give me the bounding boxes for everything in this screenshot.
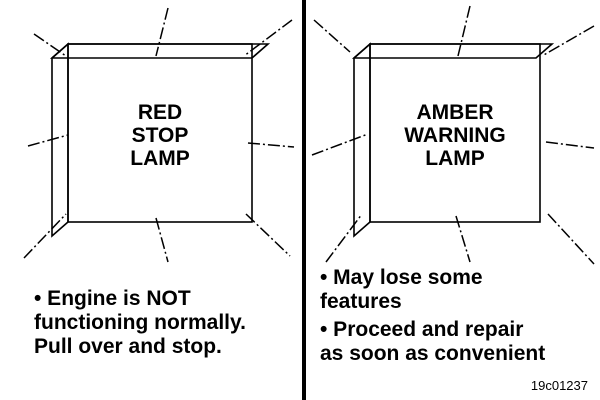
note-line: • Proceed and repair [320, 318, 524, 341]
ray [455, 215, 471, 263]
note-line: functioning normally. [34, 311, 246, 334]
red-stop-lamp-notes: • Engine is NOT functioning normally. Pu… [34, 287, 246, 359]
ray [243, 19, 293, 57]
ray [33, 33, 67, 57]
red-stop-lamp-rays [23, 7, 295, 263]
note-line: features [320, 290, 402, 313]
red-stop-lamp-box-top [49, 43, 271, 59]
amber-warning-lamp-box-front [369, 43, 541, 223]
note-line: • May lose some [320, 266, 483, 289]
red-stop-lamp-label: RED STOP LAMP [68, 101, 252, 170]
red-stop-lamp-box [49, 42, 271, 238]
ray [155, 7, 169, 57]
ray [27, 134, 69, 147]
lamp-label-line: RED [137, 101, 183, 124]
lamp-label-line: LAMP [425, 147, 485, 170]
amber-warning-lamp-label: AMBER WARNING LAMP [370, 101, 540, 170]
amber-warning-lamp-box [351, 42, 555, 238]
ray [155, 217, 169, 263]
lamp-label-line: AMBER [416, 101, 494, 124]
ray [23, 213, 67, 259]
note-line: Pull over and stop. [34, 335, 222, 358]
amber-warning-lamp-box-side [353, 42, 371, 238]
lamp-label-line: LAMP [130, 147, 190, 170]
amber-warning-lamp-box-top [351, 43, 555, 59]
note-line: as soon as convenient [320, 342, 546, 365]
ray [547, 213, 595, 265]
ray [247, 142, 295, 148]
red-stop-lamp-box-front [67, 43, 253, 223]
ray [325, 213, 363, 263]
ray [313, 19, 351, 53]
amber-warning-lamp-rays [311, 5, 595, 265]
figure-id: 19c01237 [530, 378, 588, 393]
ray [541, 25, 595, 57]
ray [245, 213, 291, 257]
amber-warning-lamp-notes: • May lose some features • Proceed and r… [320, 266, 545, 366]
lamp-label-line: WARNING [404, 124, 506, 147]
ray [545, 141, 595, 149]
note-line: • Engine is NOT [34, 287, 191, 310]
red-stop-lamp-box-side [51, 42, 69, 238]
lamp-label-line: STOP [131, 124, 189, 147]
ray [457, 5, 471, 57]
ray [311, 133, 369, 156]
